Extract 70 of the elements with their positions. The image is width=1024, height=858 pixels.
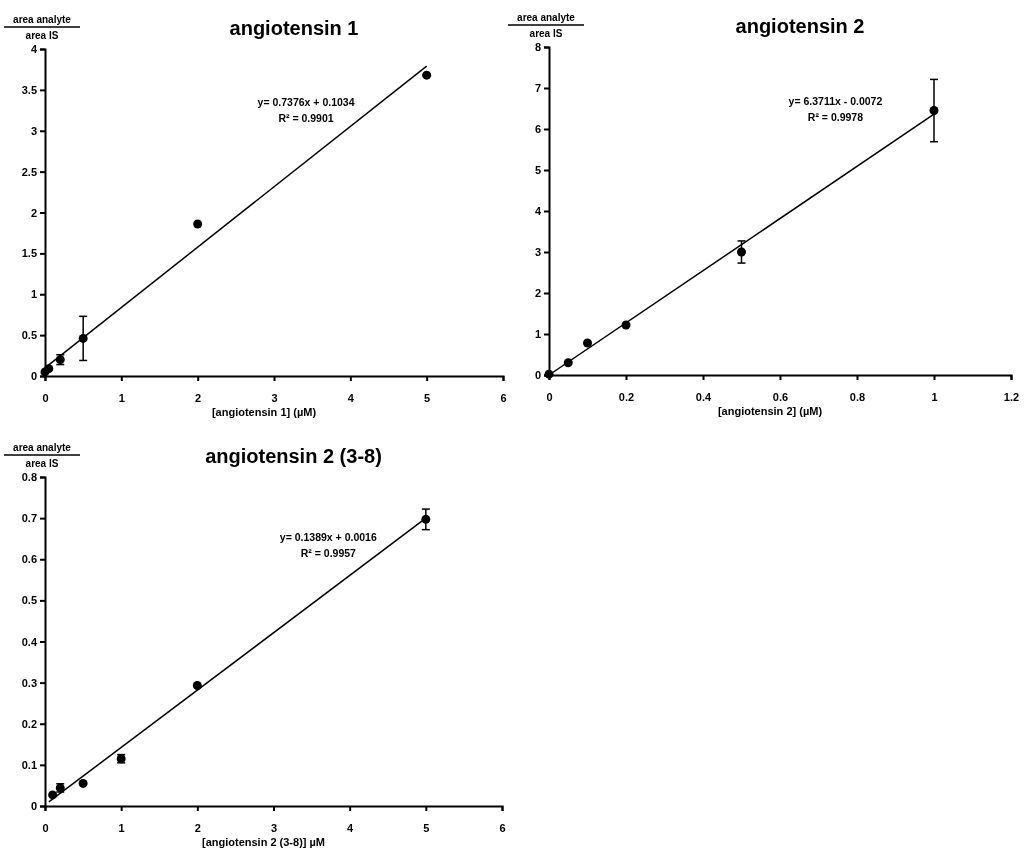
y-tick-label: 3	[534, 246, 541, 259]
x-tick-label: 1	[931, 390, 938, 403]
y-tick-label: 0.4	[21, 635, 38, 648]
chart-title: angiotensin 1	[229, 17, 359, 39]
point	[193, 219, 203, 229]
y-tick-label: 0.5	[21, 594, 37, 607]
x-tick-label: 0	[546, 390, 553, 403]
y-tick-label: 4	[30, 43, 38, 56]
x-tick-label: 1.2	[1003, 390, 1020, 403]
y-tick-label: 0	[30, 370, 37, 383]
x-tick-label: 0	[42, 391, 49, 404]
y-tick-label: 0.1	[21, 758, 37, 771]
y-tick-label: 2	[30, 206, 37, 219]
y-tick-label: 4	[534, 205, 542, 218]
y-tick-label: 3	[30, 124, 37, 137]
x-tick-label: 5	[424, 391, 431, 404]
x-tick-label: 0.6	[772, 390, 789, 403]
x-axis-title: [angiotensin 2] (µM)	[717, 405, 823, 417]
point	[78, 778, 88, 788]
x-tick-label: 1	[118, 821, 125, 834]
y-axis-title: area analyte area IS	[13, 442, 72, 469]
y-tick-label: 0.6	[21, 553, 37, 566]
y-tick-label: 1.5	[21, 247, 37, 260]
annotation: R² = 0.9901	[278, 112, 334, 125]
y-tick-label: 2	[534, 287, 541, 300]
x-tick-label: 1	[118, 391, 125, 404]
x-tick-label: 0.2	[618, 390, 635, 403]
annotation: y= 6.3711x - 0.0072	[788, 94, 883, 107]
x-tick-label: 4	[347, 391, 355, 404]
point	[192, 681, 202, 690]
x-tick-label: 2	[195, 391, 202, 404]
y-tick-label: 2.5	[21, 165, 37, 178]
y-tick-label: 0.3	[21, 676, 37, 689]
y-axis-title: area analyte area IS	[517, 12, 576, 39]
annotation: R² = 0.9957	[300, 547, 357, 560]
x-tick-label: 4	[347, 821, 355, 834]
x-tick-label: 5	[423, 821, 430, 834]
chart-title: angiotensin 2	[735, 15, 865, 37]
y-tick-label: 6	[534, 123, 541, 136]
y-tick-label: 0.5	[21, 329, 37, 342]
y-tick-label: 1	[534, 328, 541, 341]
y-tick-label: 0.8	[21, 471, 37, 484]
y-tick-label: 3.5	[21, 83, 37, 96]
y-tick-label: 0	[534, 369, 541, 382]
y-tick-label: 1	[30, 288, 37, 301]
point	[929, 106, 939, 116]
y-tick-label: 0.7	[21, 512, 37, 525]
x-tick-label: 3	[270, 821, 278, 834]
annotation: y= 0.7376x + 0.1034	[257, 96, 355, 109]
point	[583, 338, 592, 348]
x-tick-label: 0	[42, 821, 49, 834]
x-tick-label: 0.4	[695, 390, 713, 403]
y-tick-label: 5	[534, 164, 541, 177]
x-tick-label: 0.8	[849, 390, 866, 403]
y-tick-label: 7	[534, 82, 541, 95]
x-tick-label: 6	[500, 391, 507, 404]
x-tick-label: 3	[271, 391, 278, 404]
y-axis-title: area analyte area IS	[13, 14, 72, 41]
y-tick-label: 8	[534, 41, 541, 54]
point	[422, 70, 432, 80]
y-tick-label: 0.2	[21, 717, 37, 730]
y-tick-label: 0	[30, 800, 37, 813]
x-axis-title: [angiotensin 1] (µM)	[211, 406, 317, 418]
x-axis-title: [angiotensin 2 (3-8)] µM	[201, 836, 326, 848]
point	[737, 247, 746, 257]
x-tick-label: 2	[194, 821, 201, 834]
x-tick-label: 6	[499, 821, 506, 834]
annotation: y= 0.1389x + 0.0016	[279, 531, 377, 544]
annotation: R² = 0.9978	[807, 110, 864, 123]
chart-title: angiotensin 2 (3-8)	[205, 445, 382, 467]
